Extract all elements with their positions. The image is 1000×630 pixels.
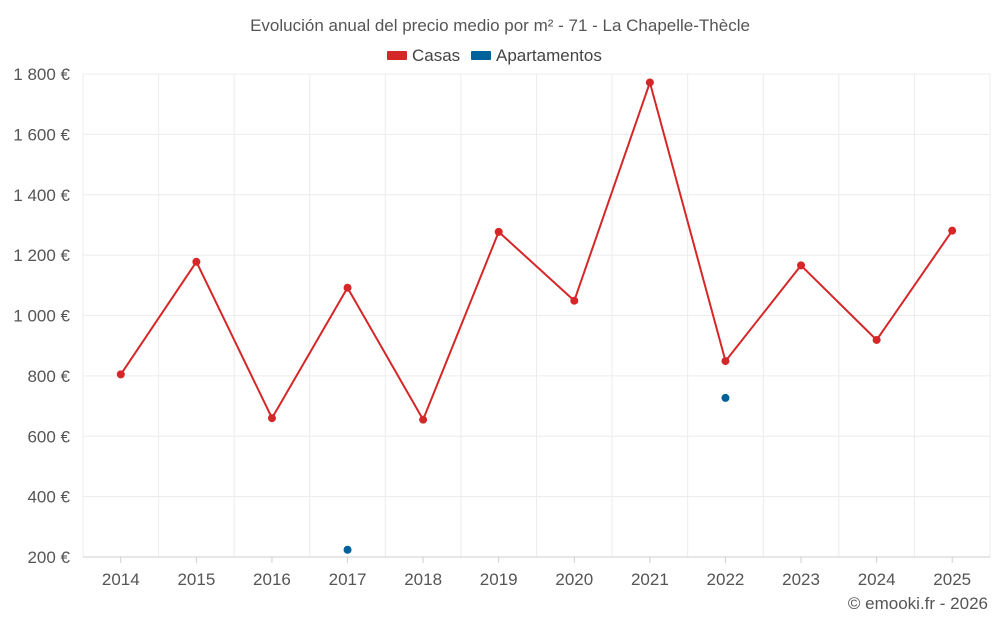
data-point-casas[interactable] [948, 226, 957, 235]
data-point-casas[interactable] [872, 335, 881, 344]
axes: 200 € 400 € 600 € 800 € 1 000 € 1 200 € 1 400 … [13, 65, 990, 589]
x-tick-label: 2020 [555, 570, 593, 589]
y-tick-label: 600 € [27, 427, 70, 446]
legend-label-apartamentos: Apartamentos [496, 46, 602, 65]
data-point-apartamentos[interactable] [343, 545, 352, 554]
data-point-casas[interactable] [494, 227, 503, 236]
x-tick-label: 2023 [782, 570, 820, 589]
data-point-casas[interactable] [192, 257, 201, 266]
data-point-casas[interactable] [116, 370, 125, 379]
series-apartamentos [343, 393, 730, 554]
legend-label-casas: Casas [412, 46, 460, 65]
data-point-casas[interactable] [419, 415, 428, 424]
x-tick-label: 2018 [404, 570, 442, 589]
x-tick-label: 2019 [480, 570, 518, 589]
legend-swatch-apartamentos [471, 51, 491, 60]
x-tick-label: 2025 [933, 570, 971, 589]
x-tick-label: 2017 [329, 570, 367, 589]
y-tick-label: 400 € [27, 488, 70, 507]
x-tick-label: 2022 [707, 570, 745, 589]
y-tick-label: 800 € [27, 367, 70, 386]
grid [82, 73, 991, 557]
data-point-casas[interactable] [721, 357, 730, 366]
chart-title: Evolución anual del precio medio por m² … [250, 16, 750, 35]
data-point-casas[interactable] [797, 261, 806, 270]
y-tick-label: 1 000 € [13, 307, 70, 326]
y-tick-label: 1 200 € [13, 246, 70, 265]
x-tick-label: 2024 [858, 570, 896, 589]
y-tick-label: 1 800 € [13, 65, 70, 84]
series-line-casas [119, 81, 954, 421]
x-tick-label: 2016 [253, 570, 291, 589]
x-tick-label: 2014 [102, 570, 140, 589]
data-point-casas[interactable] [343, 283, 352, 292]
credit-text: © emooki.fr - 2026 [848, 594, 988, 613]
legend-swatch-casas [387, 51, 407, 60]
y-tick-label: 1 600 € [13, 125, 70, 144]
data-point-apartamentos[interactable] [721, 393, 730, 402]
data-point-casas[interactable] [645, 78, 654, 87]
data-point-casas[interactable] [570, 296, 579, 305]
x-tick-label: 2015 [177, 570, 215, 589]
x-tick-label: 2021 [631, 570, 669, 589]
legend: Casas Apartamentos [387, 46, 602, 65]
series-casas [116, 78, 957, 424]
series-area [116, 78, 957, 554]
y-tick-label: 200 € [27, 548, 70, 567]
legend-item-casas[interactable]: Casas [387, 46, 460, 65]
legend-item-apartamentos[interactable]: Apartamentos [471, 46, 602, 65]
data-point-casas[interactable] [267, 414, 276, 423]
y-tick-label: 1 400 € [13, 186, 70, 205]
